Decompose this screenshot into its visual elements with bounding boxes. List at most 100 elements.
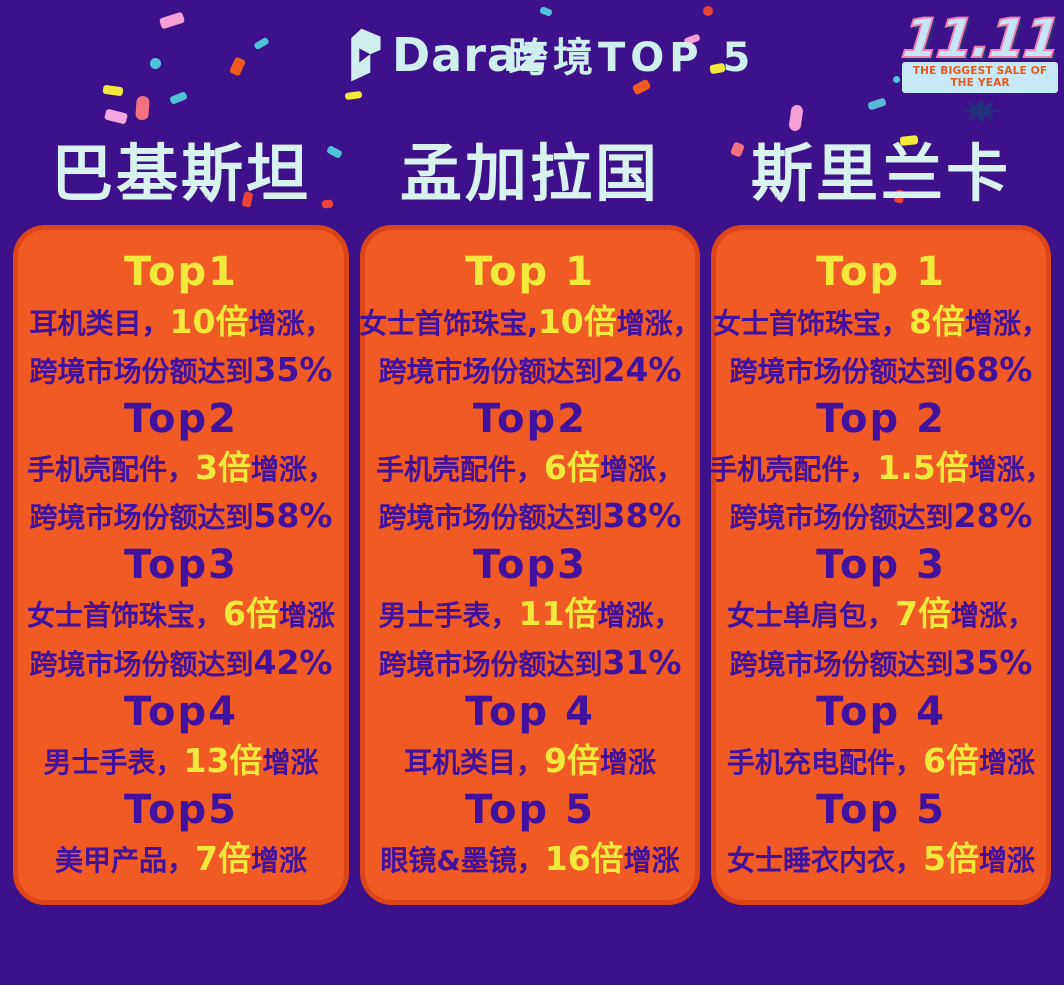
column-srilanka: 斯里兰卡 Top 1 女士首饰珠宝，8倍增涨， 跨境市场份额达到68% Top …	[709, 137, 1053, 906]
share-percent: 42%	[253, 642, 333, 682]
share-line: 跨境市场份额达到28%	[729, 497, 1032, 535]
growth-multiplier: 6倍	[544, 448, 600, 488]
rank-label: Top 4	[816, 688, 946, 735]
growth-multiplier: 11倍	[518, 594, 598, 634]
confetti-piece	[788, 104, 804, 132]
category-line: 女士单肩包，7倍增涨，	[727, 595, 1035, 633]
share-line: 跨境市场份额达到24%	[378, 349, 682, 389]
category-line: 女士首饰珠宝,10倍增涨，	[359, 301, 701, 341]
share-percent: 28%	[953, 496, 1033, 536]
growth-suffix: 增涨，	[250, 453, 335, 487]
category-text: 手机壳配件，	[27, 453, 196, 487]
rank-label: Top3	[124, 542, 238, 589]
category-text: 女士首饰珠宝，	[713, 306, 910, 340]
category-line: 手机壳配件，1.5倍增涨，	[709, 449, 1053, 487]
confetti-piece	[102, 84, 124, 97]
rank-label: Top2	[473, 395, 587, 442]
rank-label: Top 5	[816, 786, 946, 833]
growth-suffix: 增涨	[978, 745, 1035, 779]
growth-multiplier: 7倍	[895, 594, 951, 634]
growth-multiplier: 9倍	[544, 740, 600, 780]
category-text: 手机壳配件，	[376, 453, 545, 487]
rank-label: Top 2	[816, 395, 946, 442]
growth-suffix: 增涨，	[950, 599, 1035, 633]
growth-multiplier: 8倍	[909, 301, 965, 341]
ranking-card: Top 1 女士首饰珠宝,10倍增涨， 跨境市场份额达到24% Top2 手机壳…	[359, 225, 701, 906]
growth-multiplier: 1.5倍	[877, 448, 969, 488]
country-title: 孟加拉国	[399, 137, 660, 210]
category-text: 耳机类目，	[404, 745, 545, 779]
share-percent: 24%	[602, 349, 682, 389]
share-line: 跨境市场份额达到35%	[29, 349, 333, 389]
share-line: 跨境市场份额达到42%	[29, 642, 333, 682]
category-text: 耳机类目，	[29, 306, 170, 340]
category-line: 手机壳配件，6倍增涨，	[376, 449, 684, 487]
category-text: 眼镜&墨镜，	[380, 844, 545, 878]
growth-suffix: 增涨，	[964, 306, 1049, 340]
growth-multiplier: 7倍	[195, 839, 251, 879]
rank-label: Top 5	[465, 786, 595, 833]
confetti-piece	[228, 56, 247, 77]
country-title: 巴基斯坦	[50, 137, 311, 210]
growth-suffix: 增涨	[250, 844, 307, 878]
category-line: 眼镜&墨镜，16倍增涨	[380, 840, 679, 878]
category-line: 美甲产品，7倍增涨	[55, 840, 307, 878]
growth-suffix: 增涨，	[968, 453, 1053, 487]
share-text: 跨境市场份额达到	[29, 501, 254, 535]
growth-multiplier: 5倍	[923, 839, 979, 879]
confetti-piece	[253, 36, 270, 51]
share-percent: 35%	[953, 642, 1033, 682]
share-percent: 58%	[253, 496, 333, 536]
growth-multiplier: 6倍	[923, 740, 979, 780]
ranking-card: Top 1 女士首饰珠宝，8倍增涨， 跨境市场份额达到68% Top 2 手机壳…	[709, 225, 1053, 906]
country-columns: 巴基斯坦 Top1 耳机类目，10倍增涨， 跨境市场份额达到35% Top2 手…	[0, 137, 1064, 906]
category-text: 女士睡衣内衣，	[727, 844, 924, 878]
category-text: 女士首饰珠宝,	[359, 306, 538, 340]
confetti-piece	[539, 6, 553, 17]
share-text: 跨境市场份额达到	[29, 354, 254, 388]
growth-suffix: 增涨，	[597, 599, 682, 633]
growth-multiplier: 10倍	[537, 301, 617, 341]
category-text: 女士单肩包，	[727, 599, 896, 633]
category-line: 男士手表，13倍增涨	[44, 741, 319, 780]
share-text: 跨境市场份额达到	[378, 354, 603, 388]
growth-suffix: 增涨，	[599, 453, 684, 487]
share-percent: 35%	[253, 349, 333, 389]
category-text: 美甲产品，	[55, 844, 196, 878]
rank-label: Top 1	[816, 249, 946, 296]
share-line: 跨境市场份额达到38%	[378, 497, 681, 535]
category-line: 手机壳配件，3倍增涨，	[27, 449, 335, 487]
confetti-piece	[150, 58, 161, 69]
confetti-piece	[158, 11, 186, 30]
confetti-piece	[344, 90, 363, 101]
share-percent: 38%	[602, 496, 682, 536]
category-line: 女士首饰珠宝，8倍增涨，	[713, 301, 1049, 341]
rank-label: Top2	[124, 395, 238, 442]
rank-label: Top 3	[816, 542, 946, 589]
category-line: 耳机类目，10倍增涨，	[29, 302, 333, 341]
ranking-card: Top1 耳机类目，10倍增涨， 跨境市场份额达到35% Top2 手机壳配件，…	[13, 225, 349, 906]
rank-label: Top3	[473, 542, 587, 589]
page-title: 跨境TOP 5	[508, 35, 756, 81]
growth-multiplier: 3倍	[195, 448, 251, 488]
country-title: 斯里兰卡	[750, 137, 1011, 210]
daraz-logo-icon	[351, 28, 381, 82]
share-line: 跨境市场份额达到35%	[729, 642, 1033, 682]
category-line: 男士手表，11倍增涨，	[379, 595, 682, 633]
growth-suffix: 增涨	[978, 844, 1035, 878]
share-percent: 68%	[953, 349, 1033, 389]
rank-label: Top5	[124, 786, 238, 833]
category-line: 女士首饰珠宝，6倍增涨	[27, 595, 335, 633]
confetti-piece	[135, 95, 150, 121]
rank-label: Top 1	[465, 249, 595, 296]
share-text: 跨境市场份额达到	[729, 647, 954, 681]
category-text: 手机充电配件，	[727, 745, 924, 779]
column-bangladesh: 孟加拉国 Top 1 女士首饰珠宝,10倍增涨， 跨境市场份额达到24% Top…	[359, 137, 701, 906]
starburst-icon	[960, 98, 1002, 124]
confetti-piece	[631, 78, 652, 96]
share-line: 跨境市场份额达到31%	[378, 643, 681, 682]
share-text: 跨境市场份额达到	[378, 647, 603, 681]
growth-suffix: 增涨	[599, 745, 656, 779]
share-text: 跨境市场份额达到	[29, 647, 254, 681]
